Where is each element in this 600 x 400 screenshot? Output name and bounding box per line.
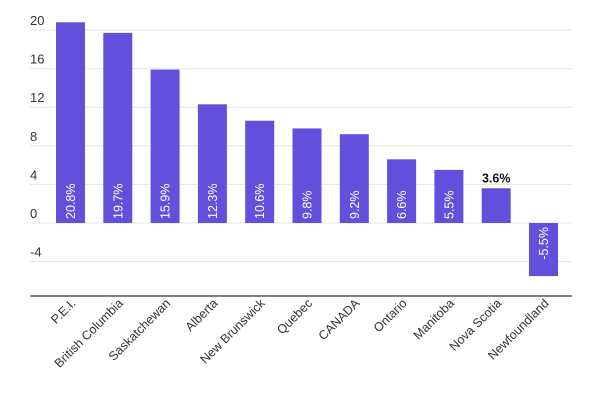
y-tick-label: 0 (30, 206, 37, 221)
bar (150, 69, 180, 223)
y-tick-label: -4 (30, 245, 42, 260)
data-label: 5.5% (442, 191, 456, 220)
bar (434, 169, 464, 223)
bar (197, 104, 227, 223)
bar (56, 22, 85, 224)
category-label: Quebec (274, 296, 315, 337)
data-label: 19.7% (111, 184, 125, 219)
y-tick-label: 12 (30, 90, 44, 105)
data-label: -5.5% (537, 227, 551, 260)
data-label: 6.6% (395, 191, 409, 220)
bars (56, 22, 558, 277)
data-labels: 20.8% 19.7% 15.9% 12.3% 10.6% 9.8% 9.2% 6.6% 5.5… (64, 171, 551, 259)
category-label: P.E.I. (48, 296, 78, 326)
data-label: 9.2% (348, 191, 362, 220)
data-label: 3.6% (482, 171, 511, 185)
data-label: 12.3% (206, 184, 220, 219)
category-label: Ontario (371, 296, 410, 335)
y-tick-label: 4 (30, 167, 37, 182)
y-tick-label: 8 (30, 129, 37, 144)
bar (339, 134, 369, 223)
bar (387, 159, 417, 223)
data-label: 15.9% (159, 184, 173, 219)
bar (529, 223, 558, 277)
y-tick-label: 20 (30, 13, 44, 28)
data-label: 20.8% (64, 184, 78, 219)
category-label: CANADA (316, 296, 363, 343)
bar (292, 128, 322, 223)
bar (481, 188, 511, 223)
y-tick-label: 16 (30, 52, 44, 67)
y-axis-ticks: 20 16 12 8 4 0 -4 (30, 13, 44, 260)
data-label: 9.8% (301, 191, 315, 220)
category-label: Manitoba (411, 296, 457, 342)
category-label: Alberta (183, 296, 221, 334)
bar (103, 32, 133, 223)
data-label: 10.6% (253, 184, 267, 219)
bar (245, 120, 275, 223)
